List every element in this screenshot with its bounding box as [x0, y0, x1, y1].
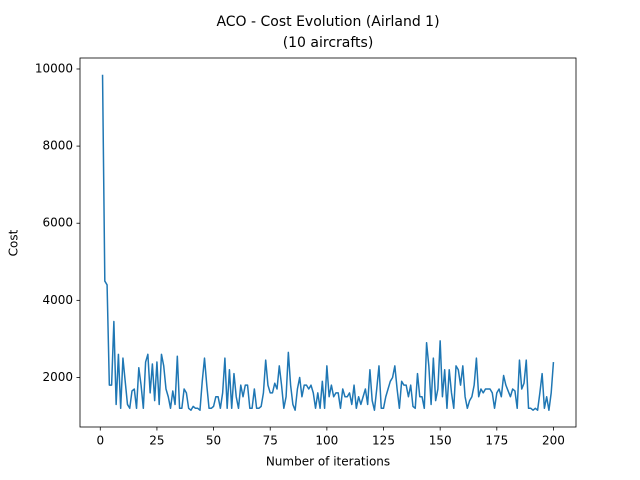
x-tick-label: 25: [149, 434, 164, 448]
data-line: [101, 74, 555, 411]
y-tick-label: 4000: [42, 293, 73, 307]
x-tick-label: 175: [485, 434, 508, 448]
x-axis-label: Number of iterations: [266, 455, 390, 469]
x-tick-label: 100: [315, 434, 338, 448]
axes-frame: [79, 57, 577, 428]
y-tick-label: 6000: [42, 216, 73, 230]
x-tick-label: 150: [429, 434, 452, 448]
y-tick-label: 10000: [35, 61, 73, 75]
x-tick-label: 50: [206, 434, 221, 448]
x-tick-label: 200: [542, 434, 565, 448]
y-tick-label: 8000: [42, 139, 73, 153]
x-tick-label: 75: [263, 434, 278, 448]
y-tick-label: 2000: [42, 370, 73, 384]
chart-title: ACO - Cost Evolution (Airland 1): [216, 14, 439, 30]
x-tick-label: 0: [96, 434, 104, 448]
x-tick-label: 125: [372, 434, 395, 448]
y-axis-label: Cost: [7, 229, 21, 256]
chart-subtitle: (10 aircrafts): [283, 35, 374, 51]
